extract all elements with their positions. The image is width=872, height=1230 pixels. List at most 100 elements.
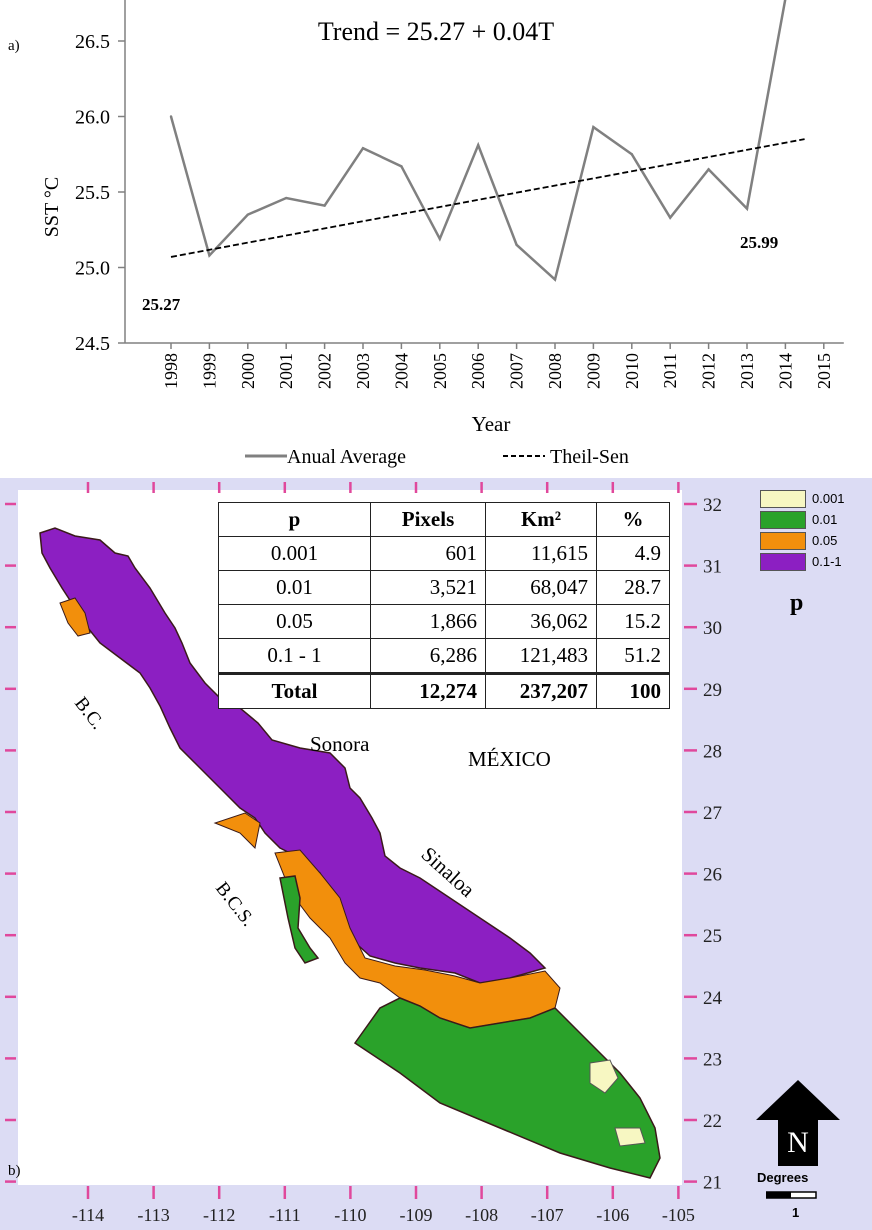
x-tick-label: 2007	[507, 353, 527, 389]
panel-a-line-chart: a) Trend = 25.27 + 0.04T SST °C Year 25.…	[0, 0, 872, 478]
table-cell: 51.2	[596, 638, 670, 674]
place-label-mexico: MÉXICO	[468, 747, 551, 771]
legend-swatch	[760, 489, 806, 508]
lon-tick-label: -111	[269, 1205, 301, 1225]
map-regions	[39, 527, 661, 1179]
table-header-pixels: Pixels	[370, 502, 486, 537]
table-total-cell: 100	[596, 672, 670, 709]
legend-swatch	[760, 510, 806, 529]
region-p-0.1-1	[39, 527, 547, 984]
data-point	[553, 278, 557, 281]
legend-swatch	[760, 531, 806, 550]
lon-tick-label: -110	[334, 1205, 366, 1225]
x-tick-label: 2008	[545, 353, 565, 389]
y-tick-label: 24.5	[75, 333, 110, 355]
legend-item: 0.05	[760, 530, 845, 551]
significance-table: p Pixels Km² % 0.001 601 11,615 4.9 0.01…	[218, 502, 670, 709]
x-tick-label: 1998	[161, 353, 181, 389]
data-point	[361, 147, 365, 150]
table-total-cell: 237,207	[485, 672, 597, 709]
data-point	[515, 243, 518, 247]
data-point	[477, 143, 480, 147]
table-cell: 0.1 - 1	[218, 638, 371, 674]
table-cell: 68,047	[485, 570, 597, 605]
x-tick-label: 2005	[430, 353, 450, 389]
table-cell: 36,062	[485, 604, 597, 639]
lat-tick-label: 21	[703, 1173, 722, 1194]
legend-item: 0.1-1	[760, 551, 845, 572]
map-axis-ticks: 32 31 30 29 28 27 26 25 24 23 22 21 -114 -113 -112 -111…	[5, 482, 723, 1225]
table-cell: 6,286	[370, 638, 486, 674]
x-tick-label: 2010	[622, 353, 642, 389]
x-tick-label: 2015	[814, 353, 834, 389]
lat-tick-label: 29	[703, 680, 722, 701]
y-tick-label: 25.5	[75, 182, 110, 204]
table-cell: 121,483	[485, 638, 597, 674]
lon-tick-label: -113	[137, 1205, 169, 1225]
table-row: 0.001 601 11,615 4.9	[218, 536, 670, 571]
scale-label: Degrees	[757, 1170, 809, 1185]
north-label: N	[787, 1126, 809, 1159]
data-point	[323, 204, 326, 207]
chart-legend: Anual Average Theil-Sen	[245, 446, 629, 468]
data-point	[707, 168, 710, 171]
lon-tick-label: -112	[203, 1205, 235, 1225]
x-tick-label: 2009	[583, 353, 603, 389]
legend-item-label: 0.1-1	[812, 554, 842, 569]
x-tick-label: 2003	[353, 353, 373, 389]
data-point	[246, 213, 249, 216]
lat-tick-label: 24	[703, 988, 723, 1009]
table-cell: 4.9	[596, 536, 670, 571]
x-tick-label: 2002	[315, 353, 335, 389]
legend-label-anual-average: Anual Average	[287, 446, 406, 468]
x-tick-label: 2001	[276, 353, 296, 389]
table-cell: 3,521	[370, 570, 486, 605]
data-point	[285, 196, 288, 200]
x-tick-label: 1999	[199, 353, 219, 389]
table-cell: 1,866	[370, 604, 486, 639]
lat-tick-label: 27	[703, 803, 722, 824]
lat-tick-label: 32	[703, 495, 722, 516]
panel-b-label: b)	[8, 1163, 21, 1179]
x-tick-label: 2000	[238, 353, 258, 389]
series-line-theil-sen	[170, 138, 805, 258]
lon-tick-label: -106	[596, 1205, 629, 1225]
data-point	[745, 207, 749, 210]
lat-tick-label: 23	[703, 1049, 722, 1070]
y-tick-label: 26.0	[75, 107, 110, 129]
lat-tick-label: 25	[703, 926, 722, 947]
annotation-start-value: 25.27	[142, 295, 181, 314]
scale-value: 1	[792, 1205, 800, 1220]
region-p-0.05-north	[59, 597, 91, 637]
table-header-p: p	[218, 502, 371, 537]
data-point	[208, 254, 211, 257]
table-total-row: Total 12,274 237,207 100	[218, 672, 670, 709]
x-tick-label: 2013	[737, 353, 757, 389]
lon-tick-label: -107	[531, 1205, 564, 1225]
table-cell: 0.05	[218, 604, 371, 639]
lat-tick-label: 31	[703, 557, 722, 578]
legend-label-theil-sen: Theil-Sen	[550, 446, 629, 468]
sst-chart: a) Trend = 25.27 + 0.04T SST °C Year 25.…	[8, 0, 844, 468]
region-p-0.001	[589, 1059, 646, 1147]
lat-tick-label: 22	[703, 1111, 722, 1132]
table-row: 0.05 1,866 36,062 15.2	[218, 604, 670, 639]
table-cell: 0.001	[218, 536, 371, 571]
scale-bar	[766, 1191, 817, 1199]
data-point	[630, 153, 633, 156]
data-point	[400, 165, 403, 168]
x-tick-label: 2004	[391, 353, 411, 389]
table-cell: 28.7	[596, 570, 670, 605]
annotation-end-value: 25.99	[740, 233, 778, 252]
lon-tick-label: -114	[72, 1205, 104, 1225]
data-point	[438, 237, 441, 241]
map-legend: 0.001 0.01 0.05 0.1-1	[760, 488, 845, 572]
lat-tick-label: 28	[703, 741, 722, 762]
x-axis-label: Year	[472, 412, 511, 436]
y-tick-label: 25.0	[75, 258, 110, 280]
table-total-cell: 12,274	[370, 672, 486, 709]
chart-axes: 24.525.025.526.026.527.027.5199819992000…	[75, 0, 844, 389]
series-line-anual-average	[169, 0, 787, 282]
legend-swatch	[760, 552, 806, 571]
north-arrow-icon: N	[756, 1080, 840, 1166]
